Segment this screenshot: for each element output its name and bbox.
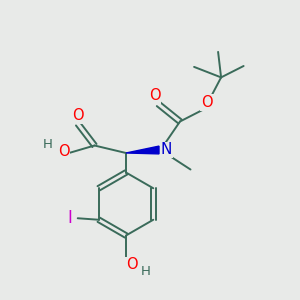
Text: I: I [67, 209, 72, 227]
Text: N: N [160, 142, 172, 158]
Text: O: O [149, 88, 160, 103]
Text: O: O [72, 108, 84, 123]
Text: O: O [126, 257, 138, 272]
Text: H: H [141, 265, 150, 278]
Text: O: O [201, 95, 213, 110]
Polygon shape [126, 146, 159, 154]
Text: H: H [43, 138, 52, 151]
Text: O: O [58, 144, 69, 159]
